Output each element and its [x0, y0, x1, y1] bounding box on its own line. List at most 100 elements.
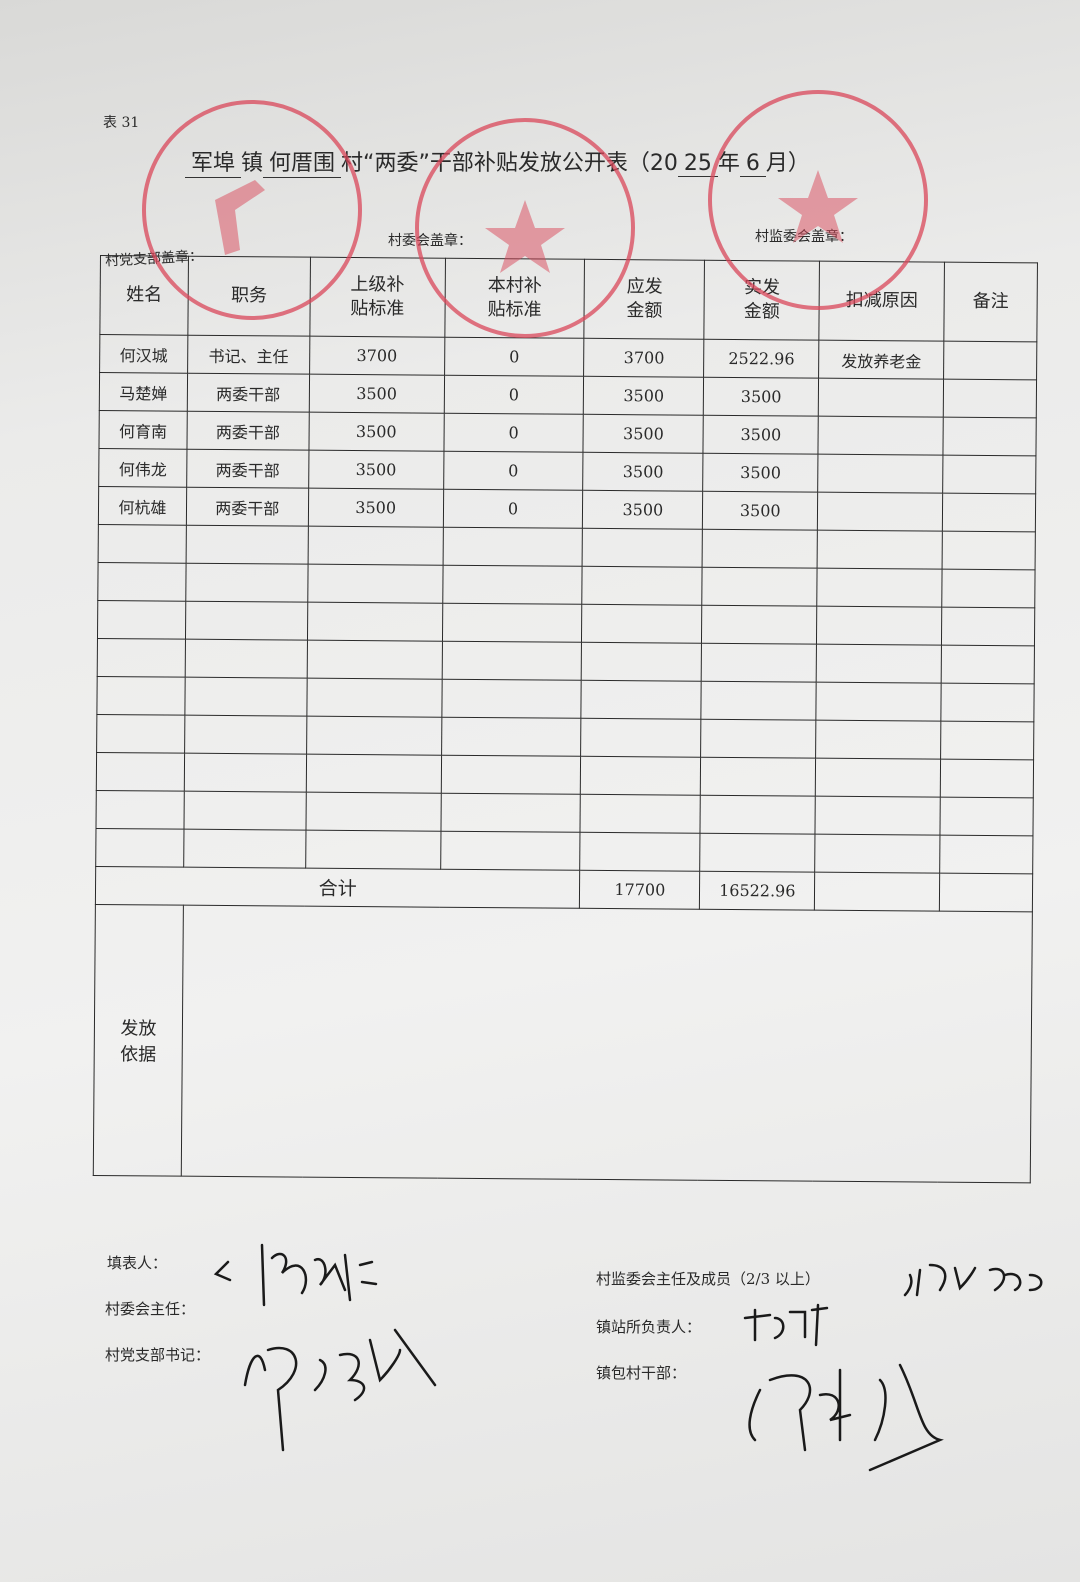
town-name: 军埠: [185, 145, 242, 178]
cell-position: [185, 601, 308, 641]
cell-upper-standard: [306, 640, 443, 680]
total-paid: 16522.96: [699, 871, 815, 911]
cell-amount-paid: [701, 605, 817, 645]
cell-village-standard: 0: [443, 375, 584, 415]
cell-amount-due: 3500: [583, 376, 704, 416]
cell-position: [185, 639, 308, 679]
cell-amount-due: [580, 794, 701, 834]
cell-deduction-reason: 发放养老金: [818, 340, 944, 380]
cell-deduction-reason: [816, 644, 942, 684]
cell-upper-standard: [307, 602, 443, 642]
cell-village-standard: [440, 793, 581, 833]
town-station-head-signature: [743, 1303, 829, 1347]
cell-name: [97, 638, 186, 678]
cell-upper-standard: [305, 792, 441, 832]
town-suffix: 镇: [241, 151, 264, 176]
town-station-head-label: 镇站所负责人：: [596, 1318, 702, 1336]
cell-name: [95, 790, 185, 830]
cell-amount-paid: [701, 643, 817, 683]
cell-deduction-reason: [816, 568, 943, 608]
basis-content: [181, 905, 1033, 1183]
cell-amount-paid: [700, 757, 816, 797]
preparer-signature: [213, 1243, 378, 1307]
header-deduction-reason: 扣减原因: [819, 261, 945, 342]
hammer-sickle-emblem: [215, 180, 265, 255]
cell-amount-paid: [701, 681, 817, 721]
cell-village-standard: [442, 603, 583, 643]
cell-remarks: [942, 455, 1036, 494]
town-cadre-label: 镇包村干部：: [596, 1364, 687, 1382]
cell-deduction-reason: [818, 378, 944, 418]
cell-upper-standard: 3500: [309, 374, 445, 414]
cell-deduction-reason: [818, 416, 944, 456]
cell-remarks: [943, 379, 1037, 418]
cell-deduction-reason: [815, 720, 941, 760]
cell-amount-due: [580, 756, 701, 796]
cell-amount-paid: [702, 567, 818, 607]
cell-remarks: [940, 721, 1034, 760]
cell-village-standard: [440, 755, 581, 795]
cell-upper-standard: [307, 526, 443, 566]
cell-name: 何伟龙: [98, 448, 187, 488]
cell-upper-standard: [306, 678, 442, 718]
cell-village-standard: 0: [443, 451, 584, 491]
header-amount-due: 应发 金额: [584, 259, 705, 340]
cell-upper-standard: [305, 830, 441, 870]
cell-amount-due: [580, 832, 701, 872]
cell-amount-due: 3500: [582, 490, 703, 530]
cell-name: [98, 524, 187, 564]
cell-amount-paid: [700, 795, 816, 835]
cell-village-standard: [441, 679, 582, 719]
form-number: 表 31: [103, 115, 140, 131]
header-position: 职务: [187, 256, 311, 337]
header-amount-paid: 实发 金额: [704, 260, 820, 341]
month-suffix: 月）: [765, 151, 810, 176]
cell-amount-paid: 3500: [703, 377, 819, 417]
cell-remarks: [941, 645, 1035, 684]
page-title: 军埠镇何厝围 村“两委”干部补贴发放公开表（20 25 年 6 月）: [185, 145, 810, 178]
cell-remarks: [939, 835, 1033, 874]
cell-remarks: [940, 683, 1035, 722]
subsidy-table: 姓名 职务 上级补 贴标准 本村补 贴标准 应发 金额 实发 金额 扣减原因 备注 何汉城 书记…: [93, 255, 1038, 1183]
cell-name: [97, 600, 186, 640]
header-remarks: 备注: [943, 262, 1038, 342]
party-secretary-label: 村党支部书记：: [105, 1346, 211, 1364]
cell-deduction-reason: [816, 682, 942, 722]
village-name: 何厝围: [263, 145, 342, 178]
cell-remarks: [941, 569, 1036, 608]
cell-position: [183, 829, 306, 869]
cell-deduction-reason: [815, 796, 941, 836]
cell-remarks: [943, 417, 1037, 456]
cell-upper-standard: [306, 754, 442, 794]
cell-position: [183, 791, 307, 831]
cell-village-standard: 0: [443, 413, 584, 453]
cell-village-standard: 0: [442, 489, 584, 529]
cell-deduction-reason: [814, 872, 940, 912]
basis-row: 发放 依据: [93, 904, 1033, 1183]
cell-amount-due: [582, 566, 703, 606]
total-due: 17700: [579, 870, 700, 910]
cell-deduction-reason: [814, 834, 941, 874]
cell-amount-paid: 3500: [703, 415, 819, 455]
basis-label: 发放 依据: [93, 904, 184, 1177]
cell-name: 马楚婵: [99, 372, 188, 412]
cell-amount-due: [581, 642, 702, 682]
cell-amount-due: [581, 680, 702, 720]
cell-position: [185, 563, 308, 603]
year: 25: [677, 151, 718, 177]
cell-name: [96, 676, 186, 716]
month: 6: [739, 151, 766, 177]
preparer-label: 填表人：: [107, 1254, 168, 1272]
header-name: 姓名: [99, 255, 189, 336]
cell-remarks: [943, 341, 1037, 380]
cell-upper-standard: [306, 716, 442, 756]
committee-director-label: 村委会主任：: [105, 1300, 196, 1318]
cell-amount-due: [581, 604, 703, 644]
party-secretary-signature: [243, 1328, 437, 1452]
cell-position: [184, 677, 307, 717]
cell-name: 何杭雄: [98, 486, 187, 526]
cell-deduction-reason: [817, 492, 943, 532]
cell-position: 两委干部: [186, 487, 309, 527]
header-village-standard: 本村补 贴标准: [444, 258, 585, 339]
